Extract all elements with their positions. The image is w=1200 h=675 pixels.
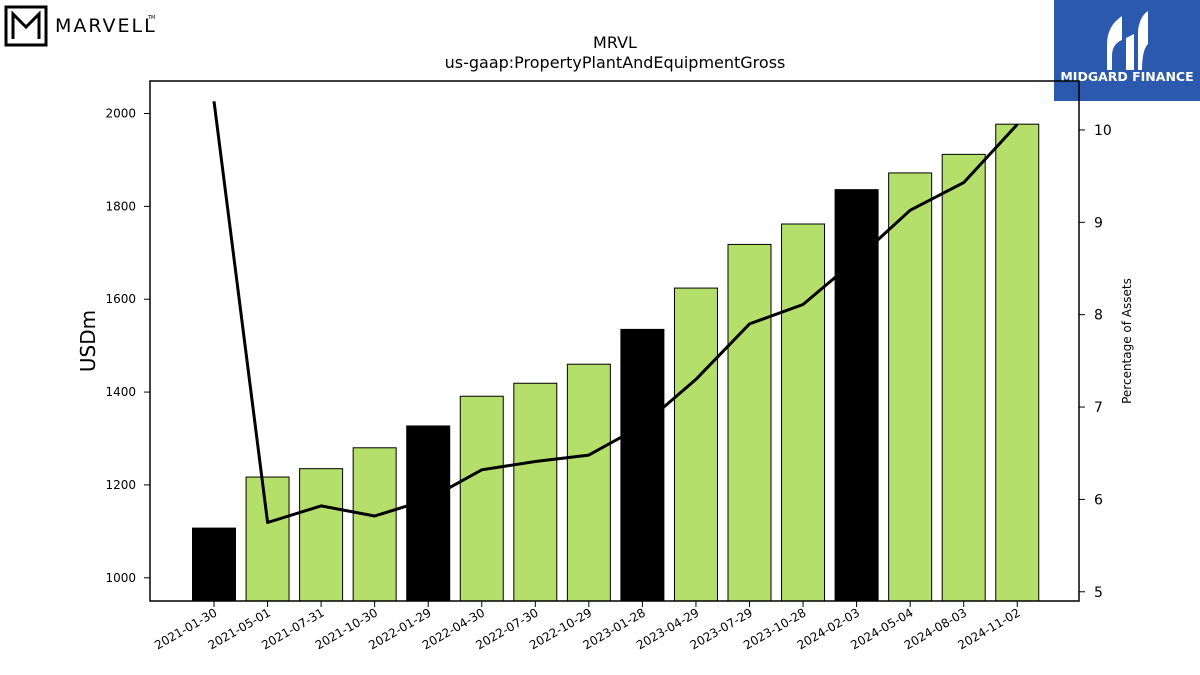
y-axis-left: 1000 1200 1400 1600 1800 2000 <box>105 107 150 585</box>
bar <box>245 476 290 602</box>
marvell-logo-icon <box>4 5 48 47</box>
bar <box>513 382 558 602</box>
y-axis-right: 5 6 7 8 9 10 <box>1079 123 1112 601</box>
y2-tick-label: 10 <box>1094 123 1112 139</box>
y2-axis-label: Percentage of Assets <box>1120 278 1134 404</box>
x-axis: 2021-01-302021-05-012021-07-312021-10-30… <box>152 601 1023 652</box>
chart-title: MRVL <box>593 33 637 52</box>
y-tick-label: 1000 <box>105 571 136 585</box>
bar <box>727 243 772 602</box>
bar <box>620 328 665 602</box>
bar <box>673 287 718 602</box>
y-tick-label: 2000 <box>105 107 136 121</box>
bar <box>781 223 826 602</box>
y-tick-label: 1400 <box>105 385 136 399</box>
bar-series <box>192 123 1040 602</box>
y2-tick-label: 7 <box>1094 400 1103 416</box>
bar <box>352 447 397 602</box>
bar <box>941 153 986 602</box>
marvell-trademark: TM <box>147 15 155 21</box>
y2-tick-label: 9 <box>1094 215 1103 231</box>
plot-frame <box>149 80 1080 602</box>
brand-logo-text: MIDGARD FINANCE <box>1060 69 1193 84</box>
bar <box>888 172 933 602</box>
bar <box>566 363 611 602</box>
bar <box>192 527 236 602</box>
marvell-logo: MARVELL TM <box>4 5 157 47</box>
y-tick-label: 1200 <box>105 478 136 492</box>
y-tick-label: 1800 <box>105 199 136 213</box>
midgard-finance-logo: MIDGARD FINANCE <box>1054 0 1200 101</box>
chart-subtitle: us-gaap:PropertyPlantAndEquipmentGross <box>445 53 786 72</box>
bar <box>406 425 451 602</box>
y-axis-label: USDm <box>76 310 100 372</box>
bar <box>299 468 344 602</box>
midgard-emblem-icon <box>1107 11 1148 70</box>
y2-tick-label: 8 <box>1094 308 1103 324</box>
y2-tick-label: 5 <box>1094 585 1103 601</box>
bar <box>995 123 1040 602</box>
line-series <box>212 101 1019 524</box>
y-tick-label: 1600 <box>105 292 136 306</box>
bar <box>834 189 879 602</box>
y2-tick-label: 6 <box>1094 492 1103 508</box>
marvell-logo-text: MARVELL <box>55 15 157 37</box>
bar <box>459 395 504 602</box>
percentage-line <box>212 101 1019 524</box>
